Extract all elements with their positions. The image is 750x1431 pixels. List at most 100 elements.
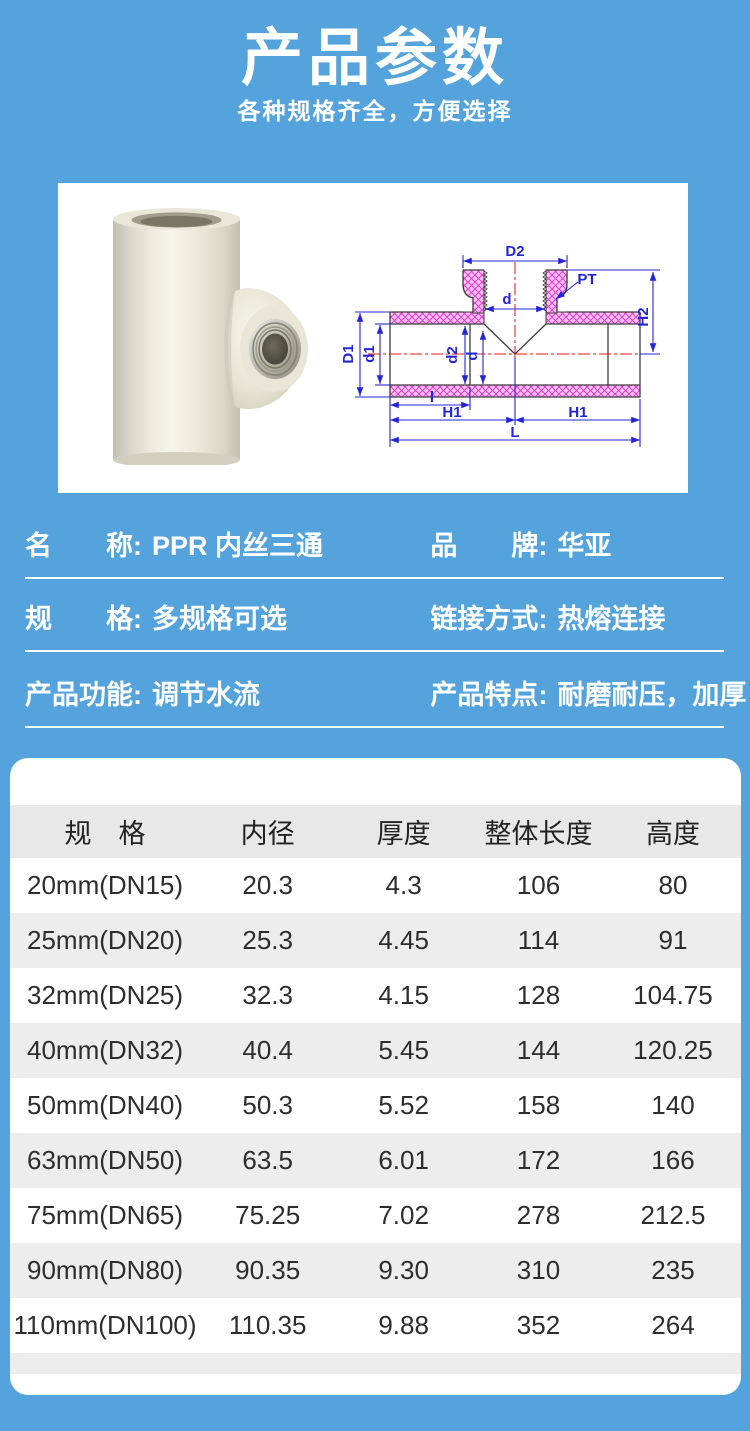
table-row: 63mm(DN50) 63.5 6.01 172 166 bbox=[10, 1133, 741, 1188]
table-cell: 5.52 bbox=[378, 1090, 429, 1120]
info-row: 产品功能: 调节水流 产品特点: 耐磨耐压，加厚 bbox=[25, 652, 746, 728]
table-cell: 40.4 bbox=[242, 1035, 293, 1065]
table-cell: 5.45 bbox=[378, 1035, 429, 1065]
table-cell: 32.3 bbox=[242, 980, 293, 1010]
product-image-card: D2 d PT H2 D1 d1 d2 d l H1 H1 L bbox=[58, 183, 688, 493]
product-photo bbox=[113, 208, 308, 465]
info-field: 产品功能: 调节水流 bbox=[25, 681, 430, 711]
column-header: 高度 bbox=[645, 819, 700, 849]
table-cell: 114 bbox=[517, 925, 560, 955]
table-cell: 110mm(DN100) bbox=[13, 1310, 197, 1340]
dim-label-d1: d1 bbox=[361, 345, 378, 363]
hatched-walls bbox=[389, 269, 641, 398]
page-subtitle: 各种规格齐全，方便选择 bbox=[237, 98, 513, 124]
dim-label-d-top: d bbox=[502, 291, 511, 308]
table-cell: 50mm(DN40) bbox=[27, 1090, 184, 1120]
table-row: 40mm(DN32) 40.4 5.45 144 120.25 bbox=[10, 1023, 741, 1078]
info-field: 链接方式: 热熔连接 bbox=[430, 605, 724, 635]
dim-label-H1-left: H1 bbox=[442, 404, 461, 421]
table-cell: 144 bbox=[516, 1035, 561, 1065]
field-label: 链接方式: bbox=[430, 604, 548, 635]
tee-fitting-photo bbox=[113, 208, 308, 465]
dimension-lines bbox=[355, 255, 660, 447]
centerlines bbox=[368, 262, 658, 360]
table-cell: 4.3 bbox=[385, 870, 422, 900]
table-footer-strip bbox=[10, 1353, 741, 1374]
table-cell: 90mm(DN80) bbox=[27, 1255, 184, 1285]
dim-label-d-side: d bbox=[464, 351, 481, 360]
info-field: 产品特点: 耐磨耐压，加厚 bbox=[430, 681, 746, 711]
table-cell: 20.3 bbox=[242, 870, 293, 900]
column-header: 规 格 bbox=[64, 819, 146, 849]
table-top-padding bbox=[10, 758, 741, 805]
table-cell: 106 bbox=[516, 870, 561, 900]
info-field: 品 牌: 华亚 bbox=[430, 532, 724, 562]
info-field: 名 称: PPR 内丝三通 bbox=[25, 532, 430, 562]
dim-label-d2: d2 bbox=[444, 346, 461, 364]
table-cell: 25mm(DN20) bbox=[27, 925, 184, 955]
table-cell: 20mm(DN15) bbox=[27, 870, 184, 900]
table-cell: 40mm(DN32) bbox=[27, 1035, 184, 1065]
table-cell: 25.3 bbox=[242, 925, 293, 955]
table-cell: 50.3 bbox=[242, 1090, 293, 1120]
table-header-row: 规 格 内径 厚度 整体长度 高度 bbox=[10, 805, 741, 858]
table-row: 25mm(DN20) 25.3 4.45 114 91 bbox=[10, 913, 741, 968]
table-row: 32mm(DN25) 32.3 4.15 128 104.75 bbox=[10, 968, 741, 1023]
table-cell: 4.45 bbox=[378, 925, 429, 955]
field-value: 多规格可选 bbox=[152, 604, 287, 635]
table-cell: 91 bbox=[658, 925, 688, 955]
info-field: 规 格: 多规格可选 bbox=[25, 605, 430, 635]
table-body: 20mm(DN15) 20.3 4.3 106 80 25mm(DN20) 25.3 4.45… bbox=[10, 858, 741, 1353]
table-cell: 7.02 bbox=[378, 1200, 429, 1230]
dim-label-l: l bbox=[430, 389, 434, 406]
table-cell: 278 bbox=[516, 1200, 561, 1230]
field-label: 规 格: bbox=[25, 604, 142, 635]
column-header: 内径 bbox=[240, 819, 295, 849]
field-value: 华亚 bbox=[557, 531, 612, 562]
table-cell: 90.35 bbox=[235, 1255, 301, 1285]
column-header: 整体长度 bbox=[484, 819, 593, 849]
dim-label-PT: PT bbox=[577, 271, 596, 288]
table-cell: 9.30 bbox=[378, 1255, 429, 1285]
table-cell: 172 bbox=[516, 1145, 561, 1175]
table-cell: 110.35 bbox=[228, 1310, 307, 1340]
info-section: 名 称: PPR 内丝三通 品 牌: 华亚规 格: 多规格可选 链接方式: 热熔连接产品功能… bbox=[25, 493, 746, 728]
dim-label-L: L bbox=[510, 424, 519, 441]
table-cell: 264 bbox=[651, 1310, 695, 1340]
table-cell: 352 bbox=[516, 1310, 561, 1340]
table-cell: 235 bbox=[651, 1255, 695, 1285]
table-cell: 80 bbox=[658, 870, 688, 900]
table-row: 50mm(DN40) 50.3 5.52 158 140 bbox=[10, 1078, 741, 1133]
table-cell: 310 bbox=[516, 1255, 561, 1285]
table-cell: 63.5 bbox=[242, 1145, 293, 1175]
field-label: 产品功能: bbox=[25, 680, 142, 711]
field-label: 品 牌: bbox=[430, 531, 548, 562]
field-value: PPR 内丝三通 bbox=[152, 531, 324, 562]
field-value: 耐磨耐压，加厚 bbox=[557, 680, 747, 711]
table-row: 75mm(DN65) 75.25 7.02 278 212.5 bbox=[10, 1188, 741, 1243]
dim-label-H1-right: H1 bbox=[568, 404, 587, 421]
field-label: 名 称: bbox=[25, 531, 142, 562]
info-row: 名 称: PPR 内丝三通 品 牌: 华亚 bbox=[25, 493, 724, 579]
table-cell: 140 bbox=[651, 1090, 695, 1120]
technical-drawing: D2 d PT H2 D1 d1 d2 d l H1 H1 L bbox=[340, 243, 660, 447]
info-row: 规 格: 多规格可选 链接方式: 热熔连接 bbox=[25, 579, 724, 652]
column-header: 厚度 bbox=[376, 819, 431, 849]
table-row: 110mm(DN100) 110.35 9.88 352 264 bbox=[10, 1298, 741, 1353]
table-cell: 6.01 bbox=[378, 1145, 429, 1175]
table-cell: 120.25 bbox=[633, 1035, 713, 1065]
dim-label-D1: D1 bbox=[340, 344, 357, 363]
page-title: 产品参数 bbox=[240, 24, 509, 93]
dim-label-H2: H2 bbox=[635, 307, 652, 326]
table-row: 90mm(DN80) 90.35 9.30 310 235 bbox=[10, 1243, 741, 1298]
table-cell: 158 bbox=[516, 1090, 561, 1120]
table-cell: 104.75 bbox=[633, 980, 713, 1010]
table-cell: 4.15 bbox=[378, 980, 429, 1010]
table-cell: 9.88 bbox=[378, 1310, 429, 1340]
table-cell: 75.25 bbox=[235, 1200, 301, 1230]
table-row: 20mm(DN15) 20.3 4.3 106 80 bbox=[10, 858, 741, 913]
field-value: 热熔连接 bbox=[557, 604, 666, 635]
table-cell: 63mm(DN50) bbox=[27, 1145, 184, 1175]
field-value: 调节水流 bbox=[152, 680, 260, 711]
